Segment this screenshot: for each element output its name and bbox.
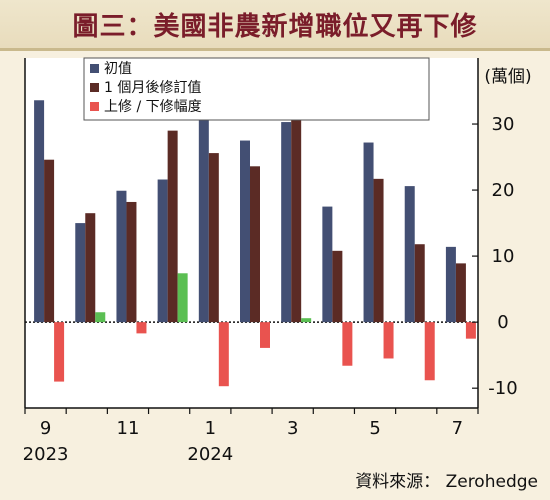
page-title: 圖三：美國非農新增職位又再下修 — [72, 12, 478, 42]
bar-s2-9 — [424, 322, 435, 381]
bar-s0-8 — [363, 142, 374, 323]
bar-s2-10 — [465, 322, 476, 339]
bar-s2-5 — [260, 322, 270, 348]
bar-s1-5 — [250, 166, 260, 323]
bar-s1-8 — [373, 178, 384, 323]
bar-s0-10 — [445, 246, 456, 323]
bar-s0-9 — [404, 186, 415, 323]
bar-s0-4 — [198, 89, 209, 323]
legend-swatch-2 — [90, 102, 99, 111]
y-tick-label: 10 — [492, 246, 515, 267]
y-unit-label: (萬個) — [484, 67, 531, 87]
bar-s1-3 — [167, 130, 178, 323]
y-tick-label: 0 — [497, 312, 508, 333]
x-tick-label: 5 — [369, 418, 380, 439]
bar-s2-0 — [54, 322, 65, 382]
y-tick-label: -10 — [488, 378, 517, 399]
x-tick-label: 9 — [40, 418, 51, 439]
bar-s2-7 — [342, 322, 353, 366]
bar-s1-6 — [291, 118, 302, 323]
source-note: 資料來源： Zerohedge — [355, 472, 538, 492]
x-tick-label: 1 — [205, 418, 216, 439]
bar-s1-9 — [414, 244, 425, 323]
bar-s0-0 — [34, 100, 45, 323]
bar-s0-3 — [157, 179, 168, 323]
bar-s2-2 — [136, 322, 147, 334]
bar-s1-4 — [208, 153, 219, 323]
bar-s1-0 — [44, 159, 55, 323]
legend-label-1: 1 個月後修訂值 — [104, 80, 201, 96]
y-tick-label: 20 — [492, 180, 515, 201]
bar-s0-2 — [116, 190, 127, 323]
bar-s0-5 — [240, 140, 250, 323]
bar-s0-7 — [322, 206, 333, 323]
bar-s1-7 — [332, 250, 343, 323]
title-band — [0, 0, 550, 51]
x-year-label: 2023 — [23, 444, 69, 465]
legend-swatch-0 — [90, 64, 99, 73]
x-year-label: 2024 — [187, 444, 233, 465]
bar-s2-4 — [218, 322, 229, 387]
bar-s0-1 — [75, 223, 86, 323]
x-tick-label: 3 — [287, 418, 298, 439]
legend-label-0: 初值 — [104, 60, 132, 77]
bar-s1-10 — [455, 263, 466, 323]
bar-s2-8 — [383, 322, 394, 359]
legend-label-2: 上修 / 下修幅度 — [104, 99, 202, 115]
y-tick-label: 30 — [492, 114, 515, 135]
bar-s0-6 — [281, 122, 292, 323]
legend-swatch-1 — [90, 83, 99, 92]
bar-s2-3 — [177, 273, 188, 323]
bar-s2-1 — [95, 312, 106, 323]
x-tick-label: 11 — [117, 418, 140, 439]
bar-s2-6 — [301, 318, 312, 323]
bar-s1-2 — [126, 201, 137, 323]
bar-s1-1 — [85, 213, 96, 323]
x-tick-label: 7 — [452, 418, 463, 439]
legend-box — [83, 57, 430, 121]
